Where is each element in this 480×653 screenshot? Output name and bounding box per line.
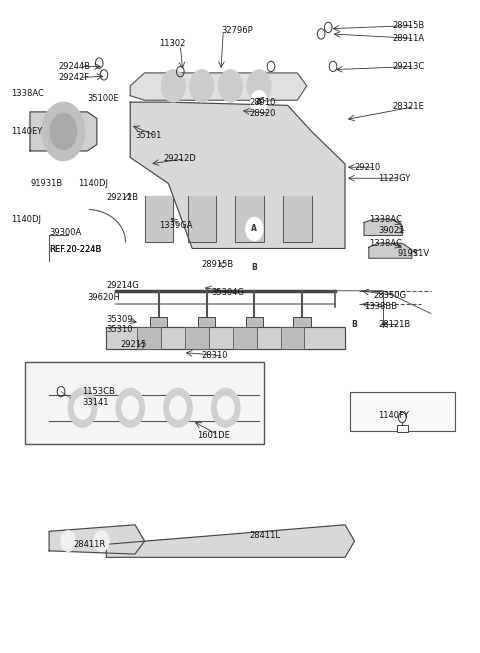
- Text: 29242F: 29242F: [59, 73, 90, 82]
- Text: 35310: 35310: [107, 325, 133, 334]
- Circle shape: [346, 313, 363, 336]
- Text: 28920: 28920: [250, 109, 276, 118]
- Polygon shape: [369, 244, 412, 258]
- Text: 29244B: 29244B: [59, 62, 91, 71]
- Text: B: B: [352, 320, 358, 329]
- Text: 28411R: 28411R: [73, 540, 105, 549]
- Text: 29215: 29215: [120, 340, 147, 349]
- Circle shape: [211, 389, 240, 427]
- Text: 1140FY: 1140FY: [378, 411, 409, 420]
- Bar: [198, 317, 215, 326]
- Text: 28411L: 28411L: [250, 532, 280, 541]
- Bar: [233, 326, 257, 349]
- Text: 28915B: 28915B: [202, 261, 234, 269]
- Circle shape: [217, 396, 234, 419]
- Polygon shape: [235, 197, 264, 242]
- Circle shape: [218, 70, 242, 102]
- Polygon shape: [130, 102, 345, 249]
- Circle shape: [247, 70, 271, 102]
- Bar: [137, 326, 161, 349]
- Circle shape: [68, 389, 97, 427]
- Bar: [185, 326, 209, 349]
- Text: 39021: 39021: [378, 226, 405, 235]
- Text: 28910: 28910: [250, 98, 276, 106]
- Text: 1338AC: 1338AC: [11, 89, 44, 98]
- Text: A: A: [256, 98, 262, 106]
- Circle shape: [190, 70, 214, 102]
- Text: 33141: 33141: [83, 398, 109, 407]
- Text: 35309: 35309: [107, 315, 133, 325]
- Circle shape: [50, 113, 77, 150]
- Text: 1153CB: 1153CB: [83, 387, 115, 396]
- Circle shape: [116, 389, 144, 427]
- Text: 91931B: 91931B: [30, 179, 62, 188]
- Bar: [25, 362, 264, 443]
- Polygon shape: [107, 525, 355, 557]
- Text: 39620H: 39620H: [87, 293, 120, 302]
- Bar: [281, 326, 304, 349]
- Text: 1338BB: 1338BB: [364, 302, 397, 311]
- Text: 1140DJ: 1140DJ: [78, 179, 108, 188]
- Text: 32796P: 32796P: [221, 26, 252, 35]
- Text: 29214G: 29214G: [107, 281, 139, 290]
- Circle shape: [161, 70, 185, 102]
- Text: 1140EY: 1140EY: [11, 127, 42, 136]
- Circle shape: [94, 531, 109, 552]
- Text: 28911A: 28911A: [393, 34, 425, 43]
- Circle shape: [42, 102, 85, 161]
- Text: A: A: [252, 225, 257, 234]
- Text: 28121B: 28121B: [378, 320, 411, 329]
- Bar: [350, 392, 455, 430]
- Text: 28321E: 28321E: [393, 103, 424, 111]
- Text: 29212B: 29212B: [107, 193, 139, 202]
- Text: B: B: [252, 263, 257, 272]
- Bar: [396, 425, 408, 432]
- Circle shape: [74, 396, 91, 419]
- Text: 35101: 35101: [135, 131, 161, 140]
- Circle shape: [121, 396, 139, 419]
- Text: 28915B: 28915B: [393, 21, 425, 30]
- Polygon shape: [30, 112, 97, 151]
- Circle shape: [169, 396, 187, 419]
- Text: 29212D: 29212D: [164, 154, 196, 163]
- Polygon shape: [107, 326, 345, 349]
- Text: 91931V: 91931V: [397, 249, 430, 257]
- Text: 11302: 11302: [159, 39, 185, 48]
- Circle shape: [164, 389, 192, 427]
- Text: 1338AC: 1338AC: [369, 215, 402, 224]
- Circle shape: [60, 531, 76, 552]
- Polygon shape: [49, 525, 144, 554]
- Text: 1339GA: 1339GA: [159, 221, 192, 231]
- Text: 29210: 29210: [355, 163, 381, 172]
- Polygon shape: [188, 197, 216, 242]
- Text: 29213C: 29213C: [393, 62, 425, 71]
- Polygon shape: [130, 73, 307, 100]
- Circle shape: [246, 256, 263, 279]
- Text: 1338AC: 1338AC: [369, 239, 402, 247]
- Polygon shape: [144, 197, 173, 242]
- Text: REF.20-224B: REF.20-224B: [49, 246, 101, 254]
- Bar: [150, 317, 168, 326]
- Circle shape: [246, 217, 263, 241]
- Text: 1601DE: 1601DE: [197, 430, 230, 439]
- Text: 1123GY: 1123GY: [378, 174, 411, 183]
- Bar: [293, 317, 311, 326]
- Text: 35304G: 35304G: [211, 287, 244, 296]
- Text: 28310: 28310: [202, 351, 228, 360]
- Circle shape: [251, 91, 268, 114]
- Text: 35100E: 35100E: [87, 95, 119, 103]
- Text: REF.20-224B: REF.20-224B: [49, 246, 101, 254]
- Polygon shape: [283, 197, 312, 242]
- Text: 28350G: 28350G: [373, 291, 407, 300]
- Text: 1140DJ: 1140DJ: [11, 215, 41, 224]
- Bar: [246, 317, 263, 326]
- Text: 39300A: 39300A: [49, 228, 82, 237]
- Polygon shape: [364, 219, 402, 236]
